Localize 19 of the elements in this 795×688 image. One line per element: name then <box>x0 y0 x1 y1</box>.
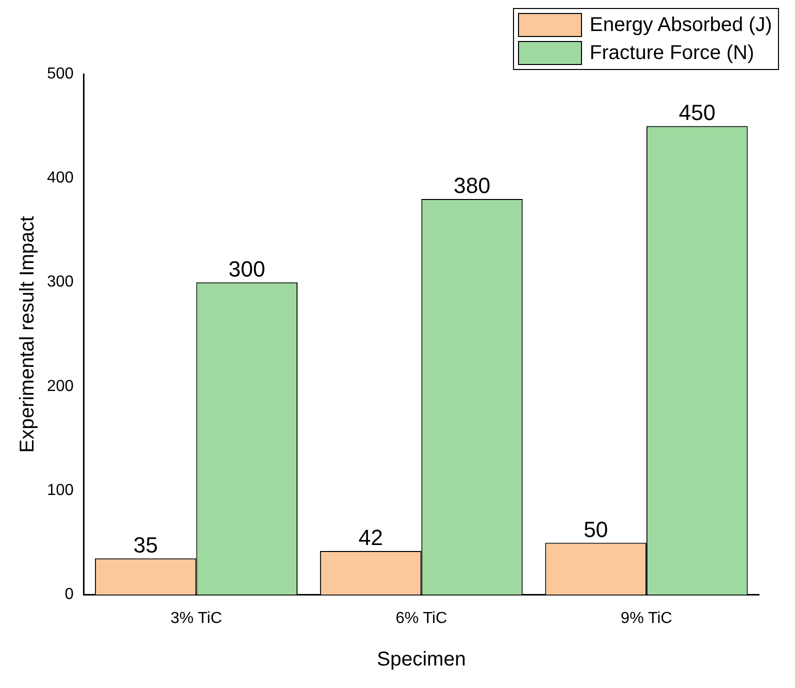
legend-label: Energy Absorbed (J) <box>590 13 772 38</box>
y-tick-label: 300 <box>46 274 74 291</box>
y-tick-label: 0 <box>64 586 74 604</box>
data-label: 42 <box>358 525 383 550</box>
y-tick-label: 100 <box>46 482 74 500</box>
legend-label: Fracture Force (N) <box>590 41 754 66</box>
x-tick-label: 9% TiC <box>620 610 672 627</box>
x-axis-title: Specimen <box>376 648 466 671</box>
y-tick-label: 400 <box>46 170 74 187</box>
data-label: 50 <box>584 516 608 542</box>
y-tick-label: 500 <box>46 65 74 82</box>
x-tick-label: 6% TiC <box>396 610 448 627</box>
y-tick-label: 200 <box>46 378 74 395</box>
data-label: 300 <box>228 256 266 282</box>
x-tick-label: 3% TiC <box>170 610 222 627</box>
y-axis-title: Experimental result Impact <box>16 216 39 453</box>
data-label: 380 <box>454 173 490 198</box>
data-label: 450 <box>678 100 716 126</box>
data-label: 35 <box>133 532 158 558</box>
